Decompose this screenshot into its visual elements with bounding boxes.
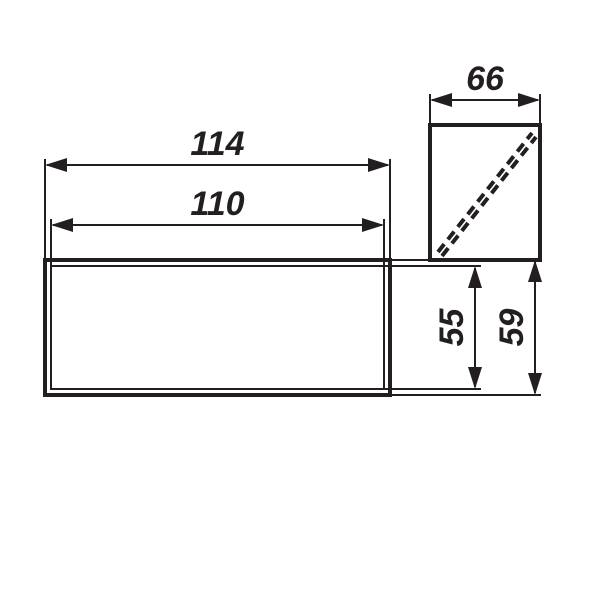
arrowhead-icon — [528, 373, 542, 395]
arrowhead-icon — [468, 266, 482, 288]
arrowhead-icon — [362, 218, 384, 232]
arrowhead-icon — [468, 367, 482, 389]
dim-110-label: 110 — [190, 185, 244, 223]
arrowhead-icon — [518, 93, 540, 107]
dimension-drawing: 114 110 66 55 59 — [0, 0, 600, 600]
dim-114-label: 114 — [190, 125, 244, 163]
dim-66-label: 66 — [466, 60, 505, 98]
arrowhead-icon — [368, 158, 390, 172]
arrowhead-icon — [45, 158, 67, 172]
side-diagonal-2 — [442, 137, 536, 256]
side-diagonal-1 — [438, 133, 532, 252]
arrowhead-icon — [528, 260, 542, 282]
arrowhead-icon — [51, 218, 73, 232]
front-outer-rect — [45, 260, 390, 395]
dim-59-label: 59 — [493, 309, 531, 347]
dim-55-label: 55 — [433, 308, 471, 347]
arrowhead-icon — [430, 93, 452, 107]
front-inner-rect — [51, 266, 384, 389]
